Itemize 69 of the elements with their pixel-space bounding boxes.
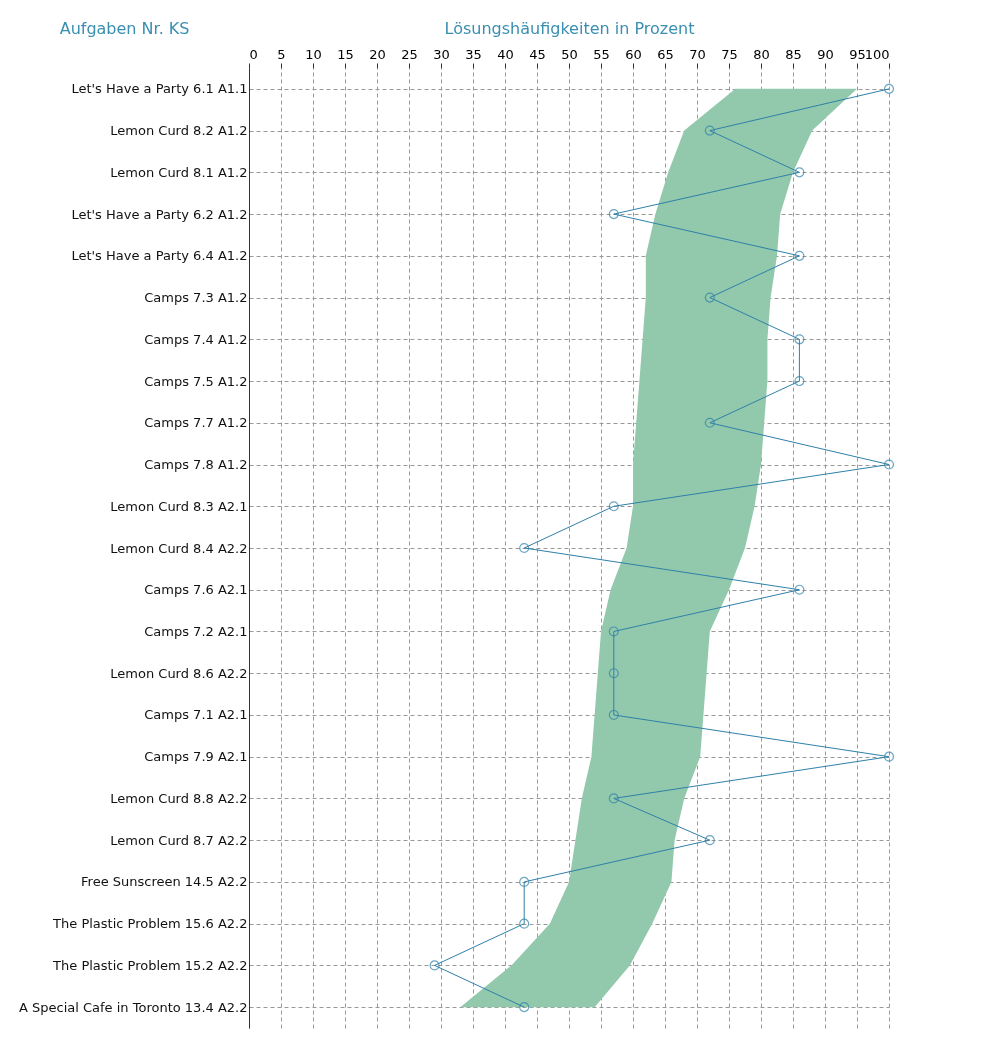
x-tick-label: 25	[401, 46, 418, 62]
x-tick-label: 20	[369, 46, 386, 62]
point	[794, 334, 805, 345]
y-tick-label: Camps 7.4 A1.2	[144, 331, 248, 347]
x-tick-label: 55	[593, 46, 610, 62]
point	[704, 835, 715, 846]
point	[519, 542, 530, 554]
y-tick-label: Lemon Curd 8.7 A2.2	[110, 832, 248, 848]
point	[883, 83, 895, 94]
x-tick-label: 50	[561, 46, 578, 62]
y-tick-label: Camps 7.6 A2.1	[144, 582, 248, 598]
point	[608, 668, 619, 679]
x-tick-label: 10	[305, 46, 322, 62]
point	[704, 417, 715, 428]
point	[608, 793, 619, 804]
point	[519, 1002, 530, 1013]
y-tick-label: Lemon Curd 8.2 A1.2	[110, 123, 248, 139]
y-tick-label: Camps 7.1 A2.1	[144, 707, 248, 723]
y-tick-label: Camps 7.8 A1.2	[144, 457, 248, 473]
point	[794, 584, 805, 595]
x-tick-label: 30	[433, 46, 450, 62]
y-tick-label: The Plastic Problem 15.2 A2.2	[52, 957, 248, 973]
y-tick-label: Lemon Curd 8.3 A2.1	[110, 498, 248, 514]
x-tick-label: 60	[625, 46, 642, 62]
x-tick-label: 40	[497, 46, 514, 62]
x-tick-label: 85	[785, 46, 802, 62]
point	[794, 167, 805, 178]
x-tick-label: 100	[864, 46, 890, 62]
point	[883, 751, 895, 762]
point	[883, 459, 895, 470]
x-tick-label: 0	[249, 46, 258, 62]
point	[608, 209, 619, 220]
y-tick-label: Camps 7.2 A2.1	[144, 623, 248, 639]
point	[794, 250, 805, 261]
point	[519, 918, 530, 929]
point	[608, 709, 619, 721]
y-tick-label: Let's Have a Party 6.2 A1.2	[71, 206, 248, 222]
point	[608, 501, 619, 512]
y-tick-label: Camps 7.3 A1.2	[144, 290, 248, 306]
x-tick-label: 45	[529, 46, 546, 62]
y-tick-label: Camps 7.5 A1.2	[144, 373, 248, 389]
y-tick-label: Let's Have a Party 6.1 A1.1	[71, 81, 248, 97]
point	[429, 960, 440, 971]
x-tick-label: 95	[849, 46, 866, 62]
x-tick-label: 35	[465, 46, 482, 62]
y-tick-label: Camps 7.7 A1.2	[144, 415, 248, 431]
y-tick-label: Lemon Curd 8.1 A1.2	[110, 164, 248, 180]
y-tick-label: Lemon Curd 8.8 A2.2	[110, 790, 248, 806]
x-tick-label: 90	[817, 46, 834, 62]
x-tick-label: 5	[277, 46, 286, 62]
x-axis-title: Lösungshäufigkeiten in Prozent	[444, 18, 695, 38]
y-tick-label: Lemon Curd 8.6 A2.2	[110, 665, 248, 681]
y-tick-label: The Plastic Problem 15.6 A2.2	[52, 916, 248, 932]
point	[519, 876, 530, 887]
x-tick-label: 15	[337, 46, 354, 62]
point	[704, 292, 715, 303]
y-tick-label: Let's Have a Party 6.4 A1.2	[71, 248, 248, 264]
point	[608, 626, 619, 637]
x-tick-label: 65	[657, 46, 674, 62]
y-tick-label: Camps 7.9 A2.1	[144, 749, 248, 765]
y-tick-label: A Special Cafe in Toronto 13.4 A2.2	[19, 999, 248, 1015]
x-tick-label: 75	[721, 46, 738, 62]
x-tick-label: 70	[689, 46, 706, 62]
point	[794, 375, 805, 387]
point	[704, 125, 715, 136]
y-axis-title: Aufgaben Nr. KS	[59, 18, 190, 38]
y-tick-label: Free Sunscreen 14.5 A2.2	[81, 874, 248, 890]
y-tick-label: Lemon Curd 8.4 A2.2	[110, 540, 248, 556]
x-tick-label: 80	[753, 46, 770, 62]
